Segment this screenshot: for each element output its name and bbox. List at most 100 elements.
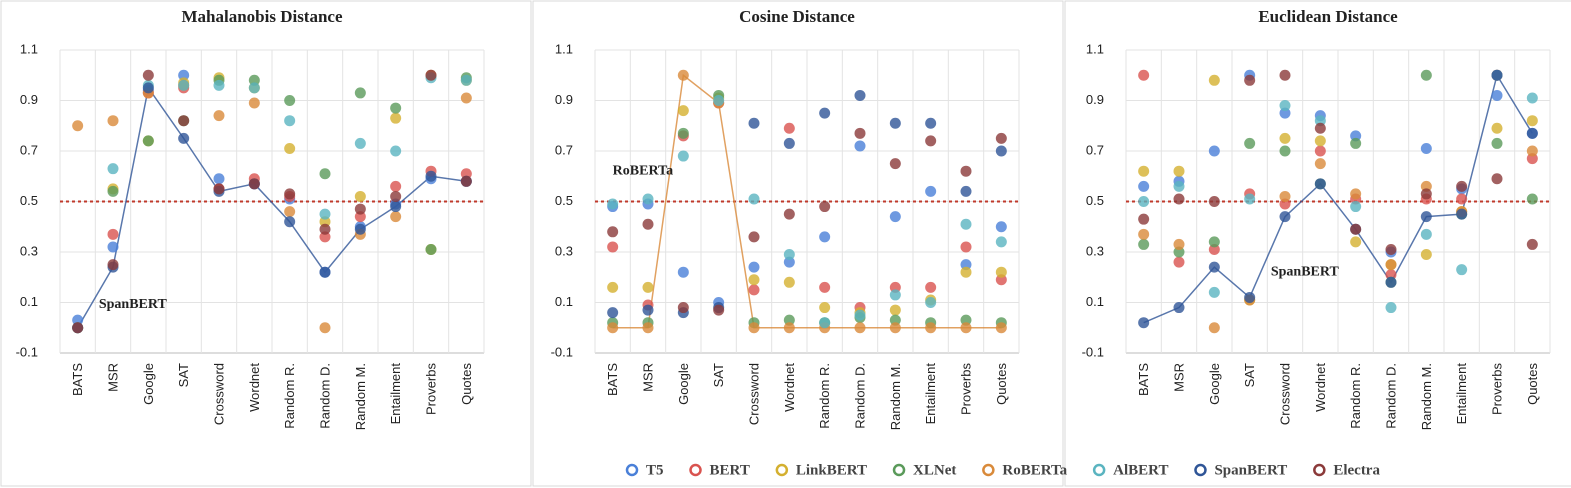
point (1173, 193, 1185, 205)
point (213, 110, 225, 122)
x-tick-label: Quotes (1525, 363, 1540, 405)
point (1420, 142, 1432, 154)
point (1526, 145, 1538, 157)
x-tick-label: MSR (640, 363, 655, 392)
point (642, 218, 654, 230)
point (354, 203, 366, 215)
point (1385, 269, 1397, 281)
point (354, 211, 366, 223)
point (72, 120, 84, 132)
y-tick-label: 1.1 (555, 41, 573, 56)
x-tick-label: Crossword (1277, 363, 1292, 425)
point (925, 322, 937, 334)
point (1314, 145, 1326, 157)
x-tick-label: Entailment (923, 363, 938, 425)
point (1491, 89, 1503, 101)
point (1173, 238, 1185, 250)
point (783, 249, 795, 261)
point (319, 208, 331, 220)
legend-label: T5 (646, 462, 664, 478)
point (677, 302, 689, 314)
point (995, 145, 1007, 157)
point (1526, 115, 1538, 127)
point (1350, 137, 1362, 149)
x-tick-label: Wordnet (1313, 363, 1328, 412)
point (995, 236, 1007, 248)
point (1314, 122, 1326, 134)
point (748, 117, 760, 129)
legend-label: AlBERT (1113, 462, 1168, 478)
point (1279, 190, 1291, 202)
point (1138, 213, 1150, 225)
point (1208, 322, 1220, 334)
x-tick-label: BATS (605, 363, 620, 396)
point (107, 185, 119, 197)
point (607, 226, 619, 238)
point (1314, 135, 1326, 147)
point (748, 261, 760, 273)
point (107, 115, 119, 127)
point (1244, 291, 1256, 303)
point (460, 92, 472, 104)
x-tick-label: MSR (105, 363, 120, 392)
point (748, 193, 760, 205)
point (783, 322, 795, 334)
x-tick-label: Crossword (746, 363, 761, 425)
point (425, 243, 437, 255)
point (819, 281, 831, 293)
point (677, 105, 689, 117)
legend-label: BERT (710, 462, 750, 478)
point (1456, 208, 1468, 220)
panel-border (0, 0, 532, 487)
point (213, 173, 225, 185)
point (642, 281, 654, 293)
x-tick-label: Wordnet (782, 363, 797, 412)
point (783, 122, 795, 134)
point (1173, 302, 1185, 314)
point (425, 170, 437, 182)
x-tick-label: Quotes (994, 363, 1009, 405)
point (1491, 122, 1503, 134)
point (748, 322, 760, 334)
point (607, 241, 619, 253)
point (390, 112, 402, 124)
point (390, 211, 402, 223)
point (1173, 256, 1185, 268)
legend-label: LinkBERT (796, 462, 867, 478)
point (1350, 201, 1362, 213)
point (213, 79, 225, 91)
point (107, 163, 119, 175)
point (960, 185, 972, 197)
point (960, 241, 972, 253)
point (1420, 180, 1432, 192)
point (248, 74, 260, 86)
y-tick-label: -0.1 (1082, 344, 1104, 359)
point (1244, 193, 1256, 205)
point (748, 231, 760, 243)
point (889, 314, 901, 326)
point (854, 322, 866, 334)
point (460, 175, 472, 187)
legend-label: RoBERTa (1002, 462, 1067, 478)
point (284, 206, 296, 218)
point (1420, 188, 1432, 200)
point (1173, 246, 1185, 258)
chart-title: Euclidean Distance (1258, 7, 1398, 26)
point (783, 256, 795, 268)
point (713, 304, 725, 316)
point (854, 309, 866, 321)
y-tick-label: 0.3 (1086, 243, 1104, 258)
point (1526, 193, 1538, 205)
point (319, 322, 331, 334)
point (925, 185, 937, 197)
series-line (1143, 73, 1533, 324)
point (1279, 211, 1291, 223)
x-tick-label: SAT (711, 363, 726, 387)
point (889, 322, 901, 334)
point (607, 307, 619, 319)
point (1279, 69, 1291, 81)
x-tick-label: Random R. (1348, 363, 1363, 429)
point (1138, 180, 1150, 192)
legend-label: Electra (1333, 462, 1380, 478)
